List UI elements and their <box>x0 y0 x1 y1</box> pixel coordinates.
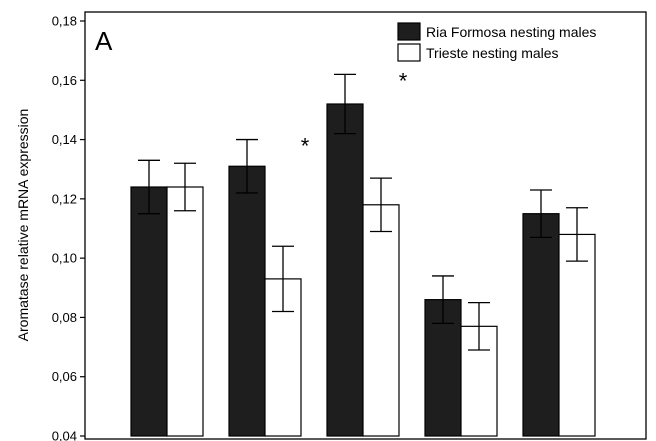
y-tick-label: 0,18 <box>52 14 77 29</box>
bar-series-2-group-5 <box>558 233 596 437</box>
panel-label: A <box>95 26 113 56</box>
legend-swatch-trieste <box>397 43 421 62</box>
y-tick-label: 0,06 <box>52 369 77 384</box>
legend: Ria Formosa nesting males Trieste nestin… <box>397 22 596 62</box>
bar-series-1-group-2 <box>228 165 266 437</box>
bar-series-2-group-1 <box>166 186 204 437</box>
bar-series-1-group-1 <box>130 186 168 437</box>
y-tick-label: 0,10 <box>52 251 77 266</box>
significance-marker: * <box>301 134 310 159</box>
y-tick-label: 0,08 <box>52 310 77 325</box>
significance-layer: ** <box>301 68 408 158</box>
y-tick-label: 0,14 <box>52 132 77 147</box>
bar-series-1-group-3 <box>326 103 364 437</box>
legend-swatch-ria-formosa <box>397 22 421 41</box>
bars-layer <box>130 103 596 437</box>
y-tick-label: 0,04 <box>52 429 77 441</box>
y-axis-ticks: 0,04 0,06 0,08 0,10 0,12 0,14 0,16 0,18 <box>52 14 85 441</box>
y-tick-label: 0,12 <box>52 191 77 206</box>
error-bars-layer <box>138 73 588 351</box>
y-tick-label: 0,16 <box>52 73 77 88</box>
y-axis-label: Aromatase relative mRNA expression <box>15 109 31 342</box>
significance-marker: * <box>399 68 408 93</box>
bar-series-2-group-3 <box>362 204 400 437</box>
bar-series-1-group-5 <box>522 213 560 437</box>
legend-label-ria-formosa: Ria Formosa nesting males <box>426 24 596 40</box>
legend-label-trieste: Trieste nesting males <box>426 45 559 61</box>
